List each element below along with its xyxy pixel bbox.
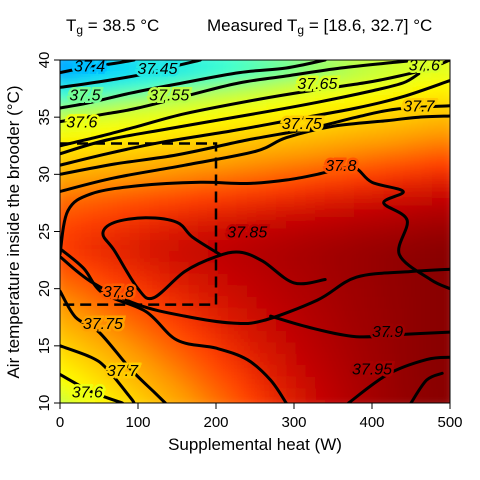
contour-line [60, 79, 450, 167]
contour-line [347, 355, 450, 403]
contour-label: 37.85 [227, 225, 267, 242]
y-tick-label: 25 [36, 223, 53, 240]
x-axis-label: Supplemental heat (W) [168, 435, 342, 454]
contour-label: 37.7 [107, 363, 139, 380]
measured-tg-range-label: Measured Tg = [18.6, 32.7] °C [207, 16, 433, 37]
contour-line [60, 344, 136, 403]
contour-label: 37.6 [66, 115, 97, 132]
y-tick-label: 30 [36, 166, 53, 183]
y-tick-label: 15 [36, 337, 53, 354]
contour-label: 37.8 [103, 284, 134, 301]
contour-line [60, 289, 167, 403]
contour-label: 37.5 [69, 87, 100, 104]
x-axis: 0 100 200 300 400 500 [56, 403, 463, 431]
contour-line [409, 371, 444, 403]
x-tick-label: 300 [281, 414, 306, 431]
measured-range-outline [60, 142, 218, 306]
y-axis: 10 15 20 25 30 35 40 [36, 52, 60, 412]
contour-label: 37.75 [83, 316, 123, 333]
contour-line [60, 104, 450, 176]
contour-label: 37.7 [403, 99, 435, 116]
contour-line [60, 60, 136, 75]
contour-lines: 37.4 37.45 37.5 37.55 37.6 37.6 37.65 37.7 37.75… [60, 58, 450, 403]
contour-line [60, 60, 450, 148]
contour-line [269, 314, 450, 339]
x-tick-label: 200 [203, 414, 228, 431]
y-tick-label: 35 [36, 109, 53, 126]
x-tick-label: 100 [125, 414, 150, 431]
y-tick-label: 10 [36, 395, 53, 412]
contour-line [60, 114, 450, 193]
contour-label: 37.6 [409, 58, 440, 75]
contour-line [60, 372, 124, 403]
y-axis-label: Air temperature inside the brooder (°C) [4, 85, 23, 378]
contour-line [101, 216, 327, 301]
contour-line [60, 247, 288, 403]
x-tick-label: 0 [56, 414, 64, 431]
contour-label: 37.9 [372, 324, 403, 341]
tg-value-label: Tg = 38.5 °C [66, 16, 160, 37]
x-tick-label: 400 [359, 414, 384, 431]
contour-label: 37.95 [352, 362, 392, 379]
contour-label: 37.55 [149, 87, 189, 104]
y-tick-label: 20 [36, 280, 53, 297]
contour-label: 37.6 [72, 385, 103, 402]
contour-line [60, 60, 202, 89]
contour-line [60, 165, 450, 291]
contour-label: 37.8 [325, 158, 356, 175]
contour-label: 37.4 [74, 59, 105, 76]
x-tick-label: 500 [437, 414, 462, 431]
contour-label: 37.45 [137, 61, 177, 78]
y-tick-label: 40 [36, 52, 53, 69]
contour-line [60, 60, 327, 110]
contour-line [60, 255, 450, 326]
contour-line [60, 72, 421, 156]
measured-range-box [60, 142, 218, 306]
contour-label: 37.65 [297, 76, 337, 93]
contour-label: 37.75 [282, 116, 322, 133]
contour-line [60, 60, 421, 124]
